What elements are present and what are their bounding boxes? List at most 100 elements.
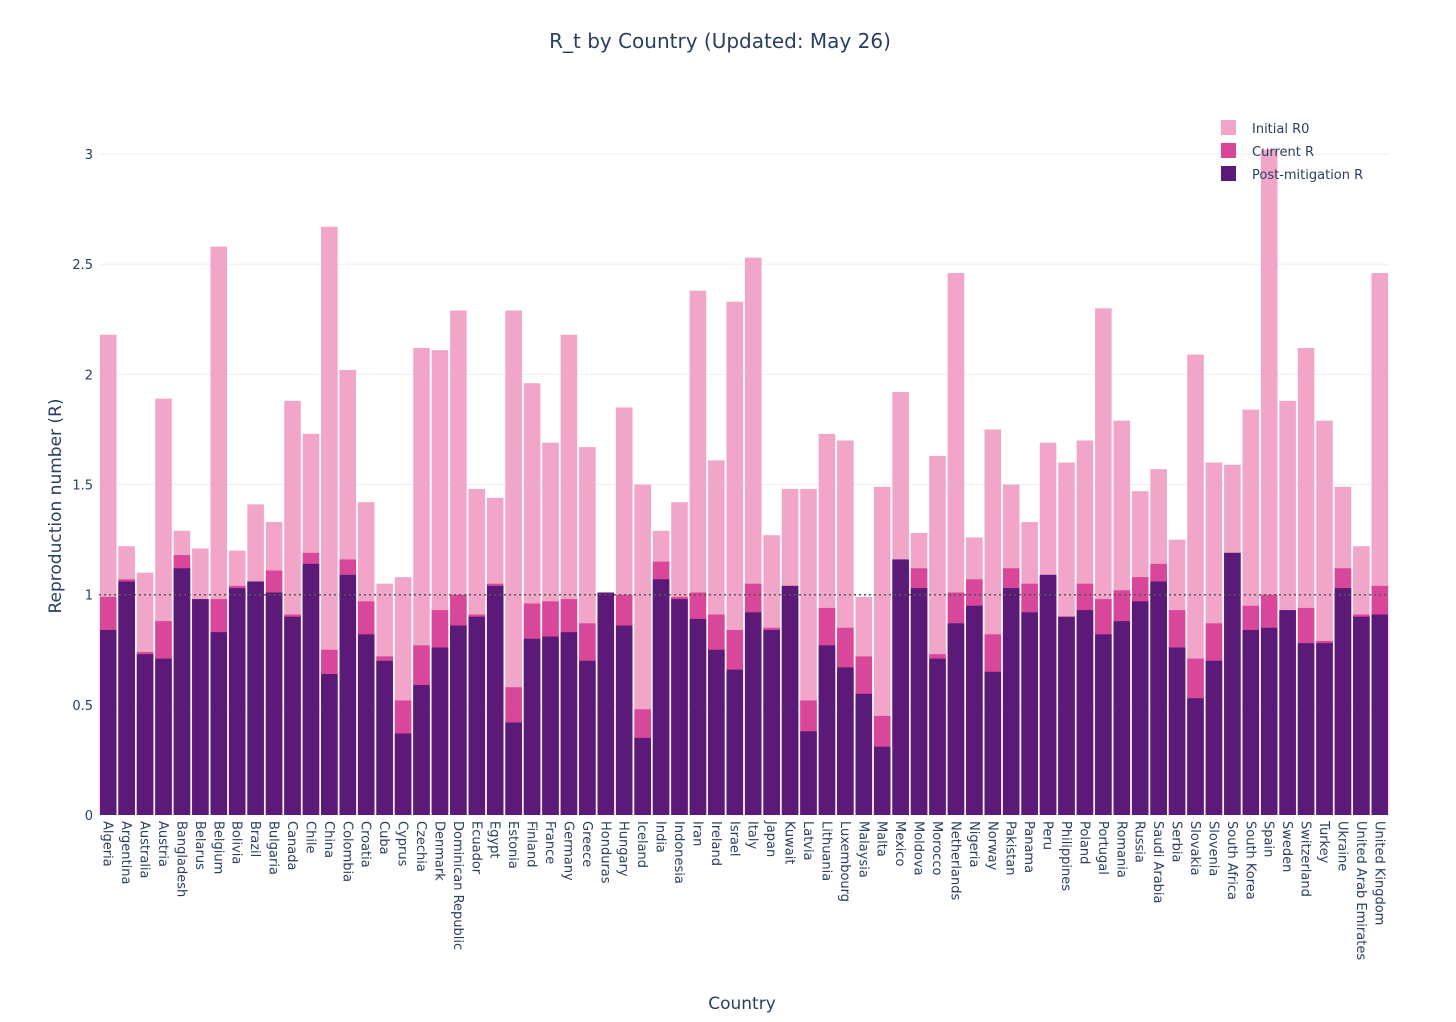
bar-post-algeria [99,629,117,815]
bar-post-sweden [1279,610,1296,815]
bar-post-argentina [118,581,135,815]
bar-post-portugal [1095,634,1112,815]
x-tick-label: Cyprus [395,821,410,867]
x-tick-label: Canada [284,821,299,870]
bar-post-slovakia [1187,698,1204,815]
bar-post-belarus [192,599,209,815]
bar-post-finland [523,638,541,815]
x-tick-label: Slovenia [1205,821,1220,876]
chart-title: R_t by Country (Updated: May 26) [549,29,891,53]
bar-post-bulgaria [265,592,283,815]
bar-post-romania [1113,621,1131,815]
y-axis-ticks: 0 0.5 1 1.5 2 2.5 3 [72,148,93,824]
bar-post-china [321,674,338,815]
bar-post-denmark [431,647,449,815]
bar-post-norway [984,671,1002,815]
x-tick-label: Latvia [800,821,815,861]
x-tick-label: Colombia [339,821,354,882]
x-tick-label: Belarus [192,821,207,870]
bar-post-ireland [708,649,725,815]
x-tick-label: Serbia [1169,821,1184,862]
bar-post-netherlands [947,623,965,815]
bar-post-south-africa [1224,552,1241,815]
x-tick-label: Iran [689,821,704,846]
bar-post-latvia [800,731,817,815]
x-tick-label: Austria [155,821,170,867]
x-tick-label: Hungary [616,821,631,877]
bar-post-serbia [1168,647,1186,815]
x-tick-label: Argentina [118,821,133,884]
bar-post-france [542,636,559,815]
x-tick-label: Slovakia [1187,821,1202,876]
bar-post-slovenia [1205,660,1223,815]
bar-post-colombia [339,574,357,815]
bar-post-moldova [910,588,928,815]
bar-post-south-korea [1242,629,1260,815]
x-tick-label: Croatia [358,821,373,868]
bar-post-germany [560,632,578,815]
bar-post-russia [1131,601,1149,815]
x-tick-label: South Korea [1242,821,1257,900]
x-tick-label: United Arab Emirates [1353,821,1368,960]
x-tick-label: Mexico [892,821,907,866]
legend-swatch-post [1221,166,1236,181]
legend-label-post: Post-mitigation R [1252,168,1363,183]
x-tick-label: Italy [745,821,760,850]
bar-post-malta [873,746,891,815]
bar-post-united-arab-emirates [1353,616,1370,815]
bar-post-brazil [247,581,264,815]
x-tick-label: Israel [726,821,741,857]
bar-post-ecuador [468,616,486,815]
bar-post-lithuania [818,645,836,815]
legend-label-current: Current R [1252,145,1314,160]
x-tick-label: Pakistan [1003,821,1018,875]
legend: Initial R0 Current R Post-mitigation R [1221,120,1363,183]
bar-post-egypt [486,585,504,815]
x-tick-label: Peru [1040,821,1055,850]
bar-post-malaysia [855,693,873,815]
x-tick-label: Poland [1076,821,1091,864]
x-tick-label: Denmark [431,821,446,881]
x-tick-label: Sweden [1279,821,1294,872]
bar-post-turkey [1316,643,1333,815]
bar-post-peru [1039,574,1057,815]
x-tick-label: Moldova [911,821,926,876]
x-tick-label: Ecuador [468,821,483,875]
series-post-mitigation-r [99,552,1389,815]
x-tick-label: Dominican Republic [450,821,465,950]
x-tick-label: Cuba [376,821,391,855]
x-tick-label: France [542,821,557,864]
bar-post-spain [1260,627,1278,815]
x-tick-label: Iceland [634,821,649,868]
bar-post-austria [155,658,172,815]
x-tick-label: Greece [579,821,594,867]
x-tick-label: Kuwait [782,821,797,864]
bar-post-india [652,579,670,815]
bar-post-nigeria [966,605,983,815]
x-tick-label: South Africa [1224,821,1239,900]
bar-post-hungary [615,625,633,815]
x-tick-label: Australia [137,821,152,879]
bar-post-greece [579,660,596,815]
bar-post-croatia [357,634,375,815]
x-tick-label: Lithuania [818,821,833,881]
bar-post-canada [284,616,301,815]
x-tick-label: Malaysia [855,821,870,878]
y-tick-label: 1.5 [72,479,93,494]
bar-post-luxembourg [837,667,854,815]
x-tick-label: Portugal [1095,821,1110,875]
x-tick-label: Brazil [247,821,262,857]
bar-post-morocco [929,658,946,815]
x-tick-label: Belgium [210,821,225,874]
x-tick-label: Ireland [708,821,723,866]
x-tick-label: Honduras [597,821,612,884]
bar-post-mexico [892,559,909,815]
x-tick-label: Bulgaria [266,821,281,875]
x-tick-label: India [653,821,668,853]
y-tick-label: 1 [85,589,93,604]
bar-post-honduras [597,592,615,815]
x-axis-title: Country [708,994,776,1014]
x-tick-label: Bangladesh [173,821,188,897]
y-tick-label: 2 [85,368,93,383]
